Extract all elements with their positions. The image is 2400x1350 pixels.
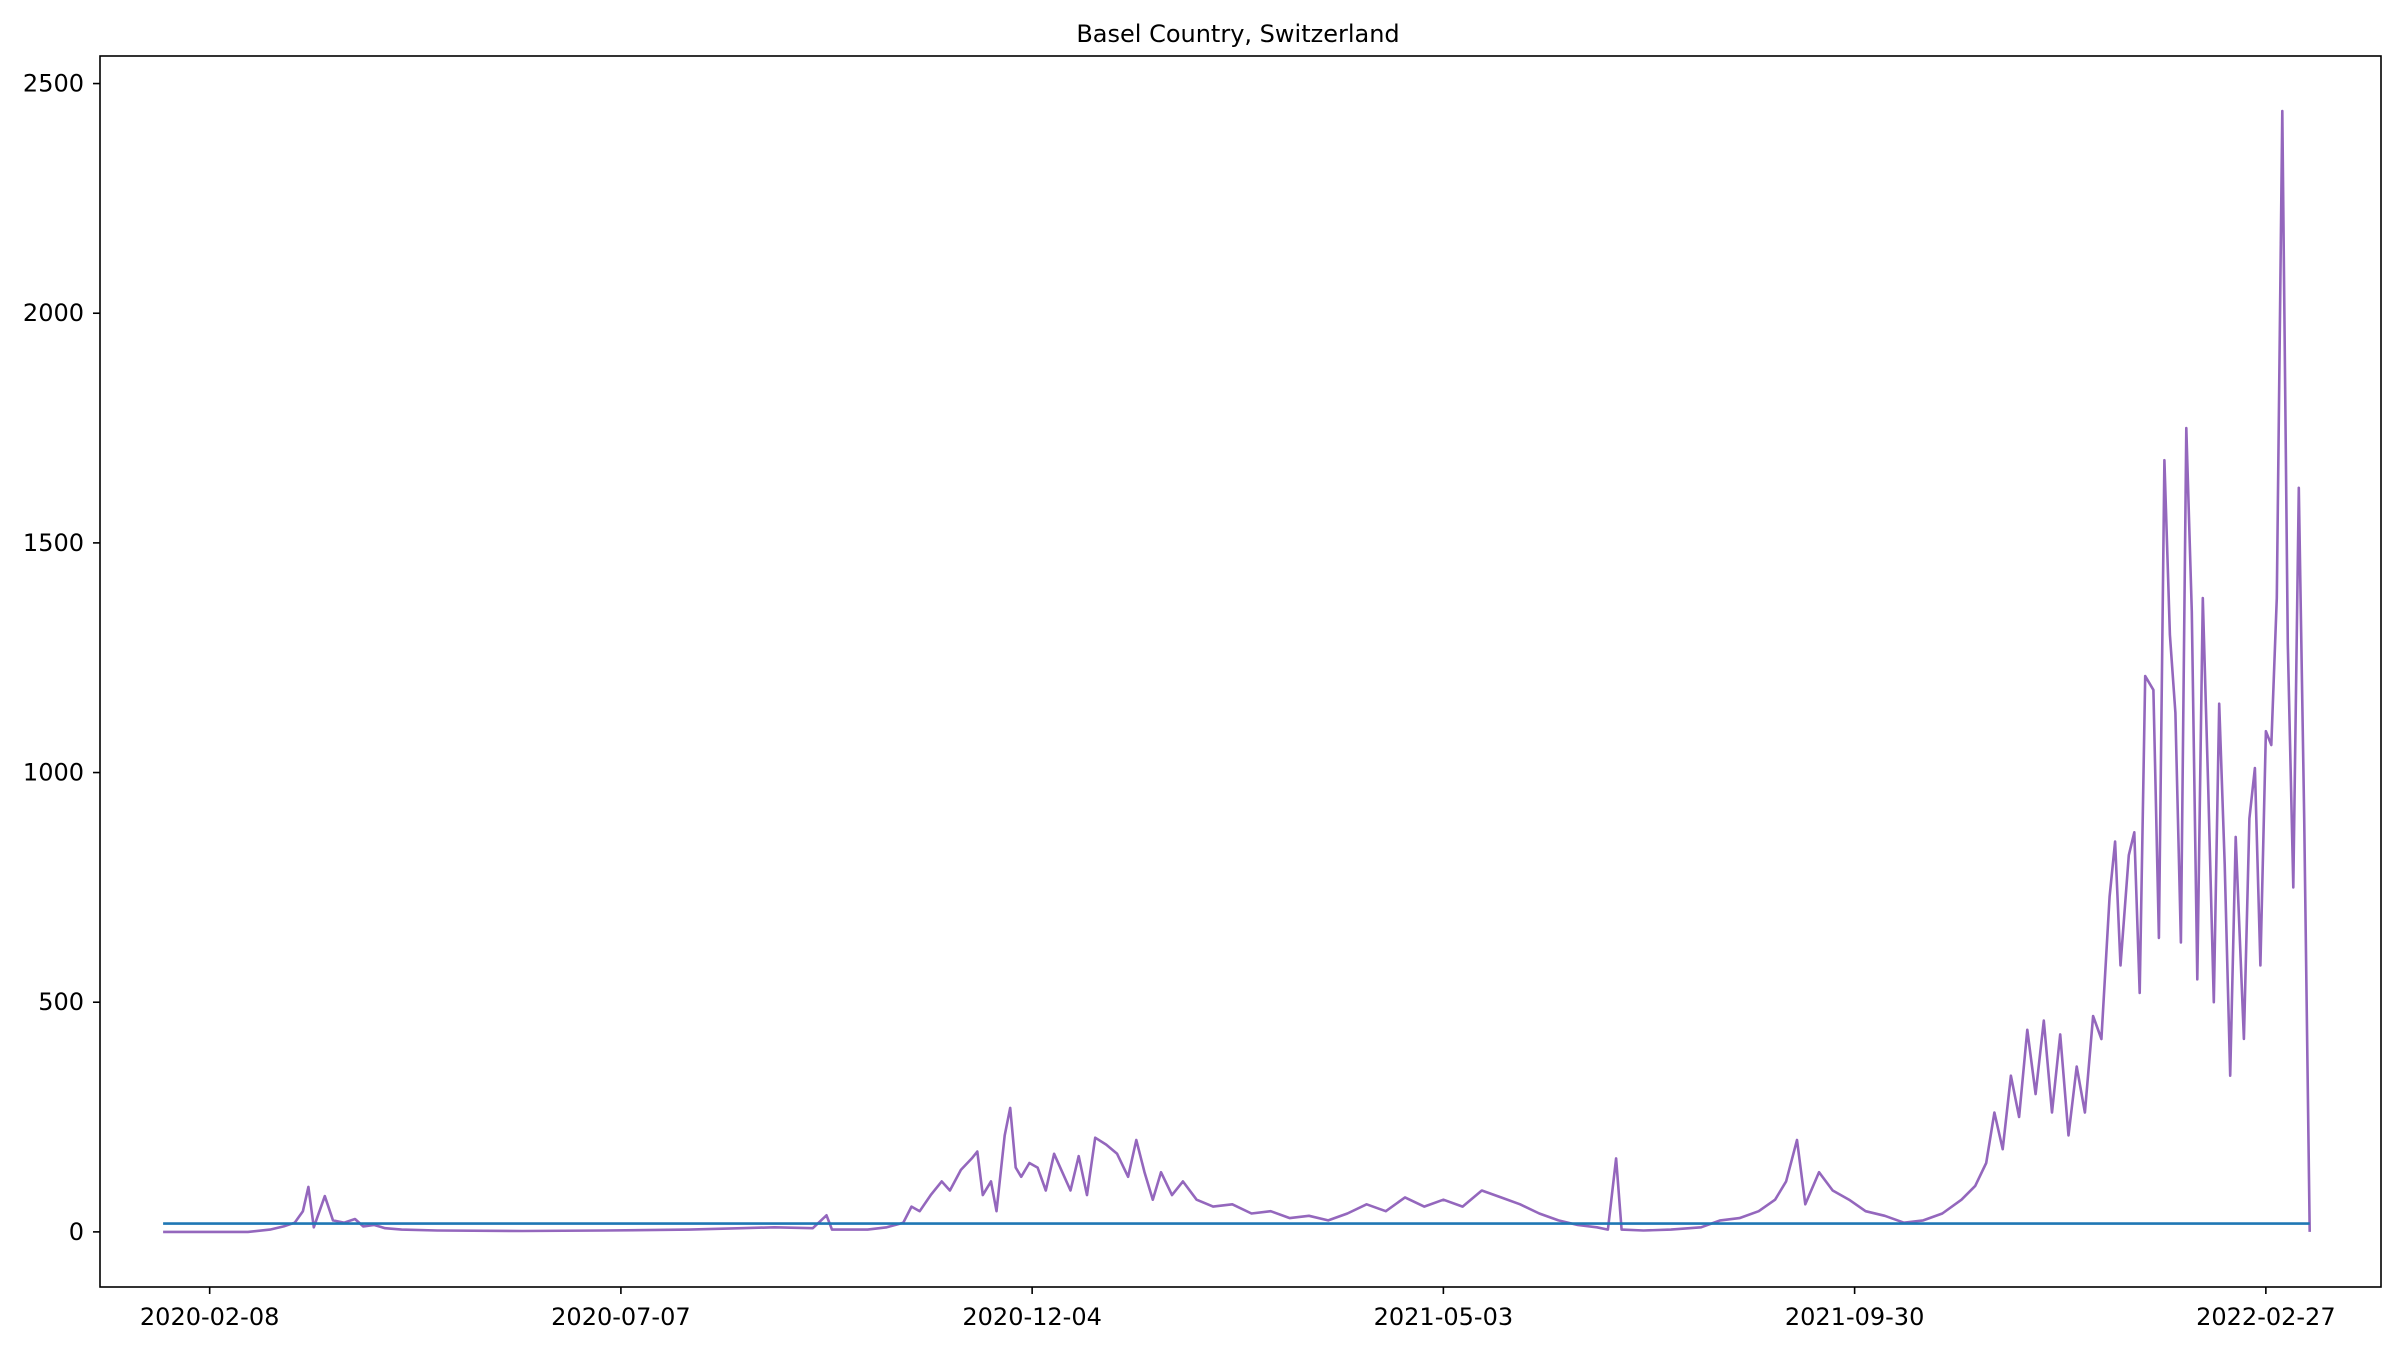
- plot-area-frame: [99, 55, 2382, 1288]
- x-tick-label: 2021-09-30: [1785, 1303, 1924, 1331]
- series-layer: [163, 109, 2311, 1234]
- y-tick-label: 500: [38, 988, 84, 1016]
- y-axis: 0 500 1000 1500 2000 2500: [23, 70, 100, 1246]
- y-tick-label: 0: [69, 1218, 84, 1246]
- x-tick-label: 2020-02-08: [140, 1303, 279, 1331]
- x-tick-label: 2020-12-04: [962, 1303, 1101, 1331]
- x-tick-label: 2022-02-27: [2196, 1303, 2335, 1331]
- y-tick-label: 2000: [23, 299, 84, 327]
- x-axis: 2020-02-08 2020-07-07 2020-12-04 2021-05-03…: [140, 1287, 2336, 1331]
- y-tick-label: 1000: [23, 759, 84, 787]
- x-tick-label: 2020-07-07: [551, 1303, 690, 1331]
- y-tick-label: 1500: [23, 529, 84, 557]
- y-tick-label: 2500: [23, 70, 84, 98]
- x-tick-label: 2021-05-03: [1374, 1303, 1513, 1331]
- chart-title: Basel Country, Switzerland: [1076, 20, 1399, 48]
- series-line-1: [163, 109, 2311, 1234]
